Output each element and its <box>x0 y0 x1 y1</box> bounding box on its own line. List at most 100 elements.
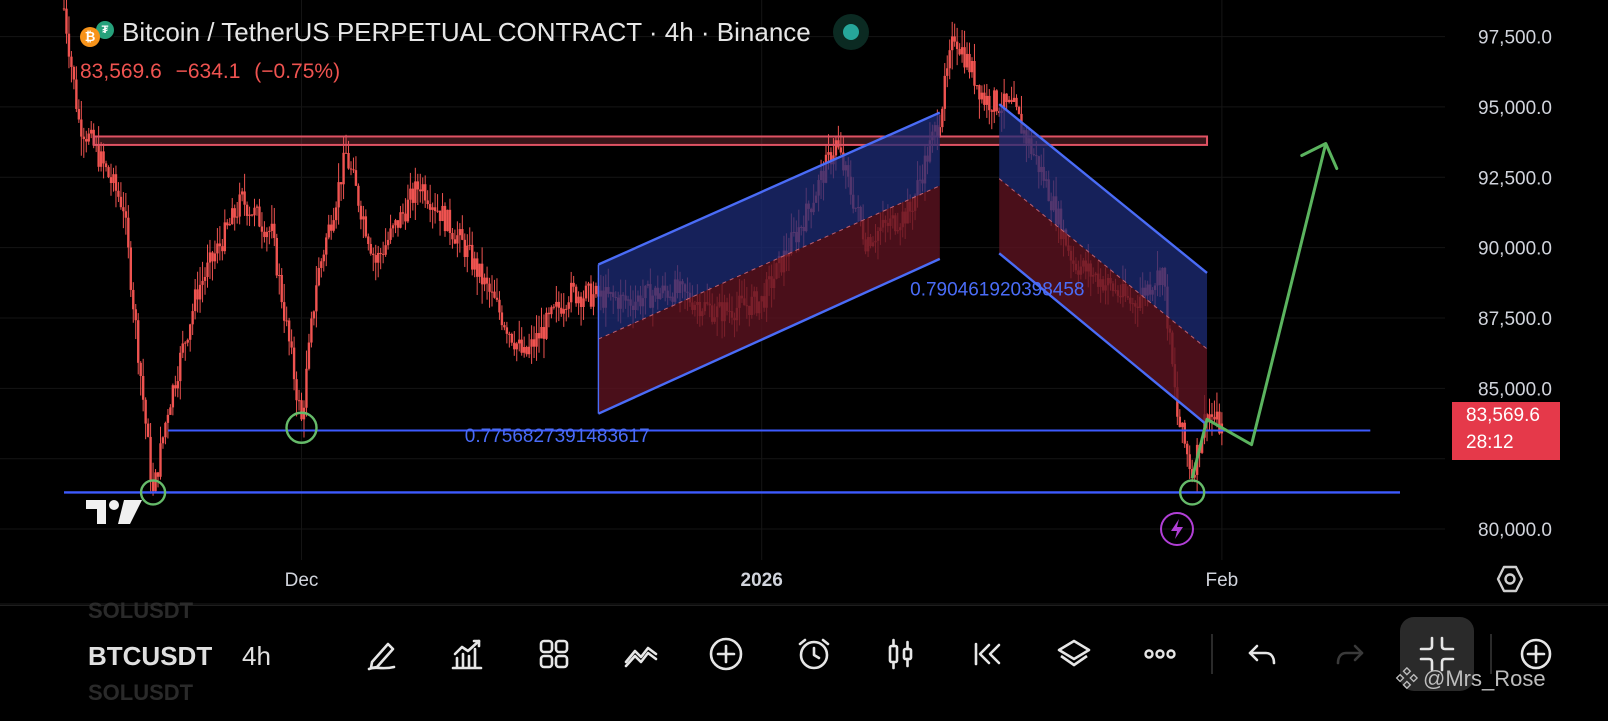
time-tick-label: Dec <box>285 570 319 591</box>
candle-body <box>955 41 959 50</box>
candle-body <box>250 214 254 216</box>
candle-body <box>834 140 838 156</box>
candle <box>320 258 323 278</box>
candle <box>342 136 345 200</box>
candle <box>515 341 518 362</box>
fullscreen-toggle-icon[interactable] <box>1400 617 1474 691</box>
candle-body <box>1007 99 1011 102</box>
market-status-icon[interactable] <box>832 14 869 50</box>
candle <box>255 204 259 216</box>
add-chart-icon[interactable] <box>1512 630 1560 678</box>
candle <box>295 371 298 417</box>
candle <box>122 192 125 229</box>
candle-body <box>188 324 192 340</box>
candle-body <box>438 210 442 221</box>
candle <box>300 392 303 422</box>
candle <box>1215 392 1219 428</box>
symbol-selector[interactable]: BTCUSDT <box>88 641 213 671</box>
candle <box>179 346 182 400</box>
more-options-icon[interactable] <box>1136 630 1184 678</box>
candle-body <box>231 208 234 225</box>
time-tick-label: Feb <box>1205 570 1238 591</box>
bitcoin-icon: ₿ <box>80 27 100 47</box>
candle-body <box>159 443 162 477</box>
candle <box>560 293 563 317</box>
binance-logo-icon <box>1395 667 1419 690</box>
candle <box>574 284 578 307</box>
candle-body <box>70 56 73 67</box>
candle <box>540 307 543 339</box>
candle-body <box>414 181 417 203</box>
candle-body <box>191 311 194 325</box>
lightning-icon[interactable] <box>1160 512 1194 546</box>
candle <box>475 252 479 296</box>
candle-body <box>960 47 964 55</box>
candle <box>975 85 979 90</box>
candle-body <box>107 167 110 178</box>
candle-body <box>357 185 360 206</box>
candle-body <box>364 216 368 237</box>
chart-type-candles-icon[interactable] <box>877 630 925 678</box>
projection-arrowhead <box>1300 142 1339 171</box>
candle-body <box>290 341 293 348</box>
candle <box>112 167 115 192</box>
candle-body <box>196 289 199 300</box>
candle <box>993 87 996 124</box>
layers-icon[interactable] <box>1050 630 1098 678</box>
candle-body <box>1002 93 1006 111</box>
candle <box>577 291 580 315</box>
candle <box>203 267 207 295</box>
candle <box>953 23 956 47</box>
add-plus-icon[interactable] <box>702 630 750 678</box>
candle <box>292 336 296 391</box>
candle <box>480 247 484 304</box>
candle-body <box>90 129 93 134</box>
candle <box>414 167 417 221</box>
candle <box>995 89 998 116</box>
candle <box>327 214 330 240</box>
candle-body <box>77 108 81 120</box>
candle-body <box>112 174 115 184</box>
replay-rewind-icon[interactable] <box>963 630 1011 678</box>
candle-body <box>213 253 217 262</box>
candle-body <box>245 204 249 216</box>
settings-gear-icon[interactable] <box>1494 563 1526 595</box>
candle <box>372 247 375 272</box>
candle-body <box>545 312 548 339</box>
undo-icon[interactable] <box>1238 630 1286 678</box>
drawing-tool-pencil-icon[interactable] <box>358 630 406 678</box>
timeframe-selector[interactable]: 4h <box>242 641 271 671</box>
candle-body <box>317 267 321 286</box>
candle-body <box>1200 437 1204 453</box>
compare-icon[interactable] <box>617 630 665 678</box>
candle <box>958 43 961 56</box>
candle <box>941 106 944 133</box>
watermark-text: @Mrs_Rose <box>1423 666 1546 691</box>
candle <box>243 173 246 216</box>
toolbar-divider <box>1211 634 1213 674</box>
candle-body <box>557 301 561 308</box>
candle <box>339 182 343 201</box>
candle <box>109 163 113 196</box>
candle-body <box>146 423 150 437</box>
candle-body <box>552 306 556 308</box>
layouts-grid-icon[interactable] <box>530 630 578 678</box>
indicators-icon[interactable] <box>443 630 491 678</box>
price-tick-label: 90,000.0 <box>1478 239 1552 260</box>
candle-body <box>463 239 466 258</box>
candle-body <box>1181 422 1184 428</box>
candle-body <box>950 36 954 51</box>
bottom-toolbar: SOLUSDT SOLUSDT BTCUSDT 4h <box>0 598 1608 721</box>
candle <box>70 51 73 83</box>
candle <box>537 315 541 353</box>
candle <box>547 307 551 328</box>
candle <box>174 375 177 397</box>
price-chart[interactable]: 0.7756827391483617 0.790461920398458 80,0… <box>0 0 1608 605</box>
candle <box>317 257 321 287</box>
candle-body <box>186 339 189 343</box>
chart-title[interactable]: Bitcoin / TetherUS PERPETUAL CONTRACT · … <box>122 16 811 47</box>
candle-body <box>99 151 103 167</box>
redo-icon[interactable] <box>1326 630 1374 678</box>
candle-body <box>406 199 410 222</box>
alert-clock-icon[interactable] <box>790 630 838 678</box>
